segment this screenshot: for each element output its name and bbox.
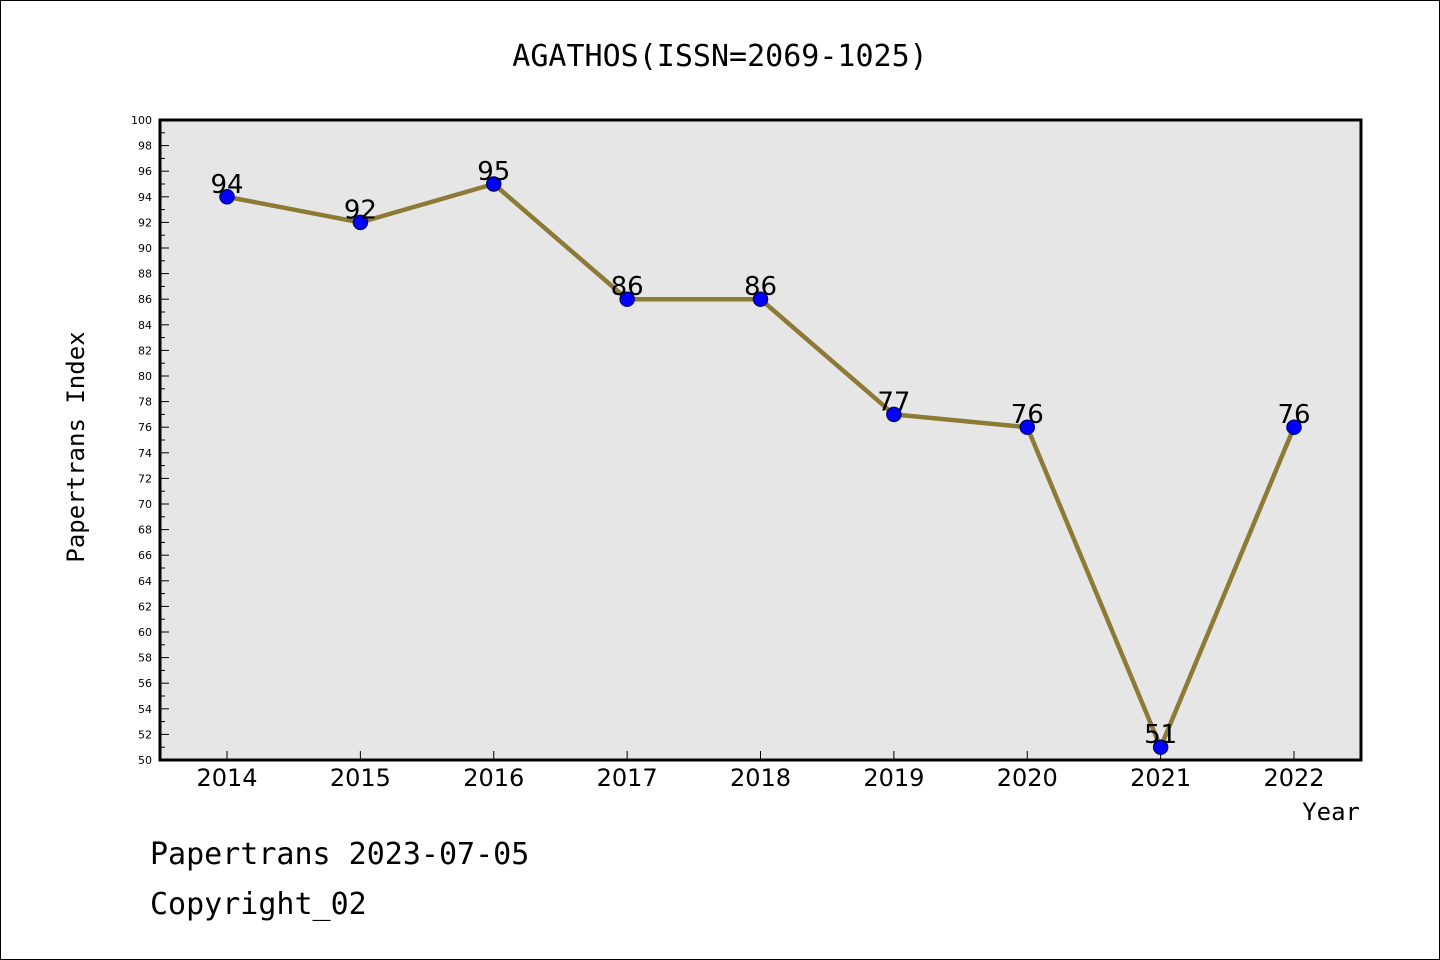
y-axis-label: Papertrans Index: [62, 331, 90, 562]
data-label: 51: [1144, 720, 1177, 750]
y-tick-label: 94: [138, 191, 152, 204]
data-label: 77: [877, 387, 910, 417]
y-tick-label: 64: [138, 575, 152, 588]
y-tick-label: 74: [138, 447, 152, 460]
x-tick-label: 2016: [463, 764, 524, 792]
footer-copyright: Copyright_02: [150, 887, 367, 922]
y-tick-label: 76: [138, 421, 152, 434]
y-tick-label: 96: [138, 165, 152, 178]
chart-title: AGATHOS(ISSN=2069-1025): [512, 39, 927, 74]
data-point: [886, 406, 902, 423]
y-tick-label: 92: [138, 216, 152, 229]
y-tick-label: 56: [138, 677, 152, 690]
y-tick-label: 90: [138, 242, 152, 255]
data-point: [352, 214, 369, 231]
data-point: [1286, 419, 1302, 435]
data-label: 95: [477, 157, 510, 187]
footer-date: Papertrans 2023-07-05: [150, 837, 529, 872]
x-tick-label: 2019: [863, 764, 924, 792]
x-tick-label: 2020: [997, 764, 1058, 792]
x-axis-label: Year: [1302, 798, 1360, 826]
y-tick-label: 50: [138, 754, 152, 767]
y-tick-label: 66: [138, 549, 152, 562]
y-tick-label: 70: [138, 498, 152, 511]
data-point: [486, 176, 502, 192]
data-point: [752, 291, 769, 307]
data-label: 92: [344, 195, 377, 225]
series-markers: [219, 176, 1302, 755]
x-tick-label: 2021: [1130, 764, 1191, 792]
x-tick-label: 2022: [1263, 764, 1324, 792]
y-tick-label: 62: [138, 600, 152, 613]
y-tick-label: 88: [138, 268, 152, 281]
plot-area: [160, 120, 1361, 760]
y-tick-label: 58: [138, 652, 152, 665]
plot-border: [158, 118, 1363, 762]
data-label: 76: [1011, 400, 1044, 430]
y-tick-label: 52: [138, 728, 152, 741]
data-label: 76: [1277, 400, 1310, 430]
data-label: 86: [744, 272, 777, 302]
x-tick-label: 2018: [730, 764, 791, 792]
y-tick-label: 84: [138, 319, 152, 332]
data-labels: 94 92 95 86 86 77 76 51 76: [210, 157, 1310, 750]
y-tick-label: 54: [138, 703, 152, 716]
y-tick-label: 72: [138, 472, 152, 485]
data-label: 94: [210, 170, 243, 200]
x-tick-label: 2015: [330, 764, 391, 792]
data-point: [1019, 419, 1035, 435]
y-tick-label: 98: [138, 140, 152, 153]
x-tick-label: 2014: [196, 764, 257, 792]
data-point: [619, 291, 635, 307]
x-tick-label: 2017: [597, 764, 658, 792]
y-tick-label: 60: [138, 626, 152, 639]
x-axis: 2014 2015 2016 2017 2018 2019 2020 2021 2022: [196, 751, 1325, 792]
y-tick-label: 68: [138, 524, 152, 537]
y-tick-label: 78: [138, 396, 152, 409]
y-tick-label: 100: [131, 114, 152, 127]
y-tick-label: 82: [138, 344, 152, 357]
data-point: [1152, 739, 1169, 755]
y-tick-label: 80: [138, 370, 152, 383]
data-point: [219, 189, 235, 205]
y-tick-label: 86: [138, 293, 152, 306]
data-label: 86: [611, 272, 644, 302]
